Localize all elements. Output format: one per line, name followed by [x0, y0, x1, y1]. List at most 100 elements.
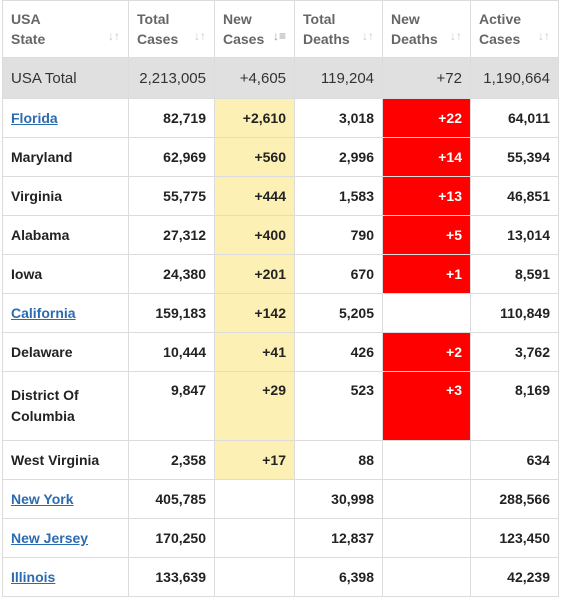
table-row: Virginia 55,775 +444 1,583 +13 46,851: [2, 176, 559, 216]
state-cell[interactable]: New York: [2, 479, 129, 519]
total-cases-cell: 55,775: [128, 176, 215, 216]
table-row: New Jersey 170,250 12,837 123,450: [2, 518, 559, 558]
active-cases-cell: 13,014: [470, 215, 559, 255]
total-deaths-cell: 3,018: [294, 98, 383, 138]
active-cases-cell: 123,450: [470, 518, 559, 558]
total-deaths-cell: 12,837: [294, 518, 383, 558]
new-deaths-cell: [382, 518, 471, 558]
new-deaths-cell: +13: [382, 176, 471, 216]
new-cases-cell: +142: [214, 293, 295, 333]
total-cases-cell: 2,358: [128, 440, 215, 480]
total-deaths-cell: 1,583: [294, 176, 383, 216]
new-deaths-cell: +2: [382, 332, 471, 372]
total-deaths-cell: 790: [294, 215, 383, 255]
header-row: USA State ↓↑ Total Cases ↓↑ New Cases ↓≡…: [2, 0, 559, 58]
active-cases-cell: 3,762: [470, 332, 559, 372]
new-deaths-cell: [382, 440, 471, 480]
total-cases-cell: 405,785: [128, 479, 215, 519]
total-cases-cell: 82,719: [128, 98, 215, 138]
total-cases-cell: 27,312: [128, 215, 215, 255]
state-cell: Virginia: [2, 176, 129, 216]
usa-total-row: USA Total 2,213,005 +4,605 119,204 +72 1…: [2, 57, 559, 99]
new-cases-cell: +444: [214, 176, 295, 216]
header-new-deaths[interactable]: New Deaths ↓↑: [382, 0, 471, 58]
sort-arrows-icon[interactable]: ↓↑: [108, 29, 120, 43]
table-row: Florida 82,719 +2,610 3,018 +22 64,011: [2, 98, 559, 138]
total-label: USA Total: [2, 57, 129, 99]
active-cases-cell: 634: [470, 440, 559, 480]
state-cell[interactable]: New Jersey: [2, 518, 129, 558]
table-row: New York 405,785 30,998 288,566: [2, 479, 559, 519]
state-cell[interactable]: Florida: [2, 98, 129, 138]
state-link[interactable]: New Jersey: [11, 530, 89, 546]
table-row: Illinois 133,639 6,398 42,239: [2, 557, 559, 597]
header-total-deaths[interactable]: Total Deaths ↓↑: [294, 0, 383, 58]
table-row: Alabama 27,312 +400 790 +5 13,014: [2, 215, 559, 255]
total-new-deaths: +72: [382, 57, 471, 99]
state-cell: Iowa: [2, 254, 129, 294]
table-row: Delaware 10,444 +41 426 +2 3,762: [2, 332, 559, 372]
new-deaths-cell: [382, 479, 471, 519]
state-link[interactable]: California: [11, 305, 76, 321]
sort-arrows-icon[interactable]: ↓↑: [194, 29, 206, 43]
total-cases-cell: 24,380: [128, 254, 215, 294]
new-deaths-cell: +3: [382, 371, 471, 441]
total-cases-cell: 159,183: [128, 293, 215, 333]
state-cell: Alabama: [2, 215, 129, 255]
header-state[interactable]: USA State ↓↑: [2, 0, 129, 58]
active-cases-cell: 288,566: [470, 479, 559, 519]
new-cases-cell: +201: [214, 254, 295, 294]
total-total-cases: 2,213,005: [128, 57, 215, 99]
new-deaths-cell: +22: [382, 98, 471, 138]
active-cases-cell: 8,169: [470, 371, 559, 441]
sort-arrows-icon[interactable]: ↓↑: [538, 29, 550, 43]
new-deaths-cell: [382, 293, 471, 333]
state-link[interactable]: Illinois: [11, 569, 56, 585]
state-cell: District Of Columbia: [2, 371, 129, 441]
sort-desc-icon[interactable]: ↓≡: [272, 29, 286, 43]
total-cases-cell: 62,969: [128, 137, 215, 177]
total-cases-cell: 170,250: [128, 518, 215, 558]
table-row: Iowa 24,380 +201 670 +1 8,591: [2, 254, 559, 294]
state-cell[interactable]: Illinois: [2, 557, 129, 597]
total-total-deaths: 119,204: [294, 57, 383, 99]
new-cases-cell: [214, 518, 295, 558]
table-row: Maryland 62,969 +560 2,996 +14 55,394: [2, 137, 559, 177]
active-cases-cell: 64,011: [470, 98, 559, 138]
new-deaths-cell: +5: [382, 215, 471, 255]
state-cell: Maryland: [2, 137, 129, 177]
state-cell[interactable]: California: [2, 293, 129, 333]
state-link[interactable]: Florida: [11, 110, 58, 126]
active-cases-cell: 110,849: [470, 293, 559, 333]
total-deaths-cell: 523: [294, 371, 383, 441]
sort-arrows-icon[interactable]: ↓↑: [450, 29, 462, 43]
sort-arrows-icon[interactable]: ↓↑: [362, 29, 374, 43]
new-deaths-cell: +14: [382, 137, 471, 177]
new-cases-cell: +560: [214, 137, 295, 177]
header-active-cases[interactable]: Active Cases ↓↑: [470, 0, 559, 58]
new-deaths-cell: +1: [382, 254, 471, 294]
new-cases-cell: [214, 557, 295, 597]
total-deaths-cell: 6,398: [294, 557, 383, 597]
header-new-cases[interactable]: New Cases ↓≡: [214, 0, 295, 58]
table-row: West Virginia 2,358 +17 88 634: [2, 440, 559, 480]
state-link[interactable]: New York: [11, 491, 74, 507]
active-cases-cell: 46,851: [470, 176, 559, 216]
state-cell: West Virginia: [2, 440, 129, 480]
new-cases-cell: [214, 479, 295, 519]
total-cases-cell: 9,847: [128, 371, 215, 441]
total-cases-cell: 10,444: [128, 332, 215, 372]
total-deaths-cell: 5,205: [294, 293, 383, 333]
new-cases-cell: +17: [214, 440, 295, 480]
table-row: District Of Columbia 9,847 +29 523 +3 8,169: [2, 371, 559, 441]
total-cases-cell: 133,639: [128, 557, 215, 597]
total-deaths-cell: 2,996: [294, 137, 383, 177]
active-cases-cell: 8,591: [470, 254, 559, 294]
new-cases-cell: +2,610: [214, 98, 295, 138]
total-deaths-cell: 30,998: [294, 479, 383, 519]
total-active-cases: 1,190,664: [470, 57, 559, 99]
active-cases-cell: 55,394: [470, 137, 559, 177]
total-new-cases: +4,605: [214, 57, 295, 99]
header-total-cases[interactable]: Total Cases ↓↑: [128, 0, 215, 58]
